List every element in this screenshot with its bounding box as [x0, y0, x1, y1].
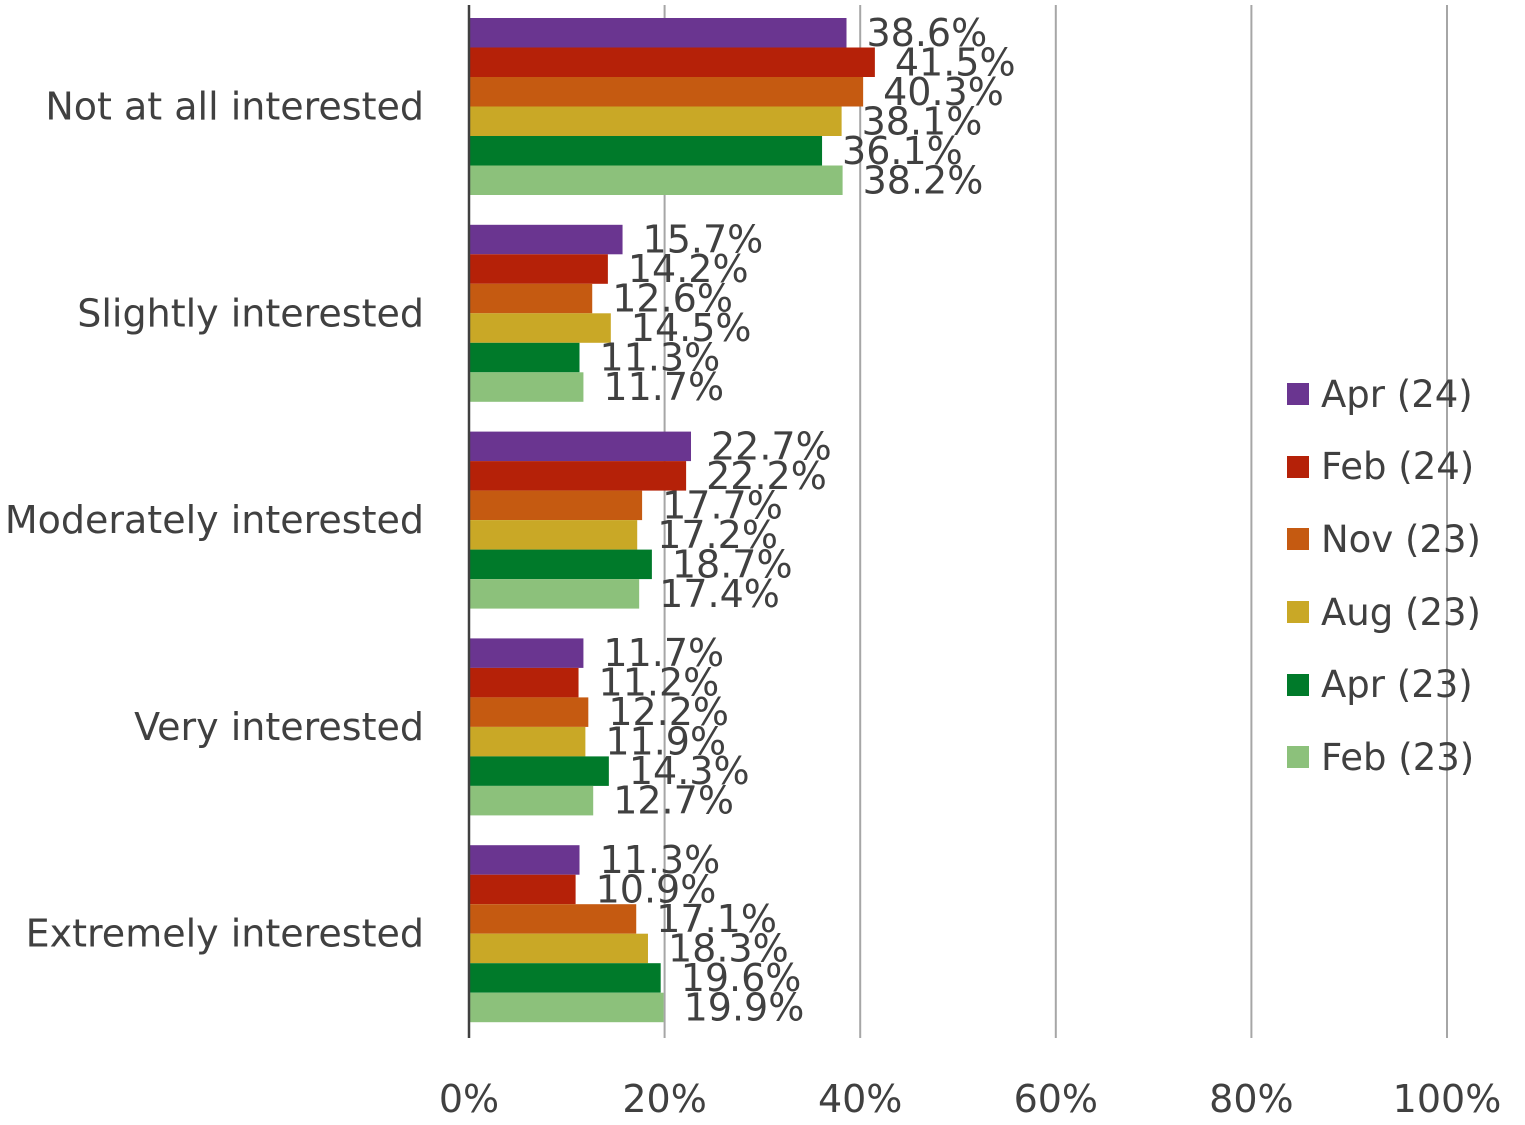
bar	[469, 224, 623, 255]
data-label: 18.7%	[672, 542, 793, 586]
data-label: 14.5%	[631, 306, 752, 350]
legend-item: Nov (23)	[1287, 503, 1517, 576]
x-tick-label: 20%	[622, 1077, 706, 1120]
bar	[469, 490, 643, 521]
bar	[469, 992, 664, 1023]
data-label: 11.7%	[603, 365, 724, 409]
data-label: 14.2%	[628, 247, 749, 291]
bar	[469, 904, 637, 934]
legend-label: Feb (24)	[1321, 445, 1475, 489]
legend-swatch	[1287, 746, 1309, 769]
data-label: 11.7%	[603, 631, 724, 675]
x-tick-label: 80%	[1209, 1077, 1293, 1120]
data-label: 38.2%	[863, 158, 984, 202]
category-label: Slightly interested	[77, 291, 424, 335]
legend-swatch	[1287, 673, 1309, 696]
bar	[469, 313, 611, 343]
legend-item: Feb (23)	[1287, 721, 1517, 794]
data-label: 38.6%	[867, 11, 988, 55]
bar	[469, 283, 593, 314]
data-label: 15.7%	[643, 218, 764, 262]
bar	[469, 667, 579, 698]
category-label: Not at all interested	[45, 85, 424, 129]
data-label: 14.3%	[629, 749, 750, 793]
legend-swatch	[1287, 455, 1309, 478]
category-label: Moderately interested	[5, 498, 424, 542]
data-label: 17.1%	[656, 897, 777, 941]
bar	[469, 136, 823, 166]
bar	[469, 342, 580, 373]
bar	[469, 933, 648, 964]
bar	[469, 874, 576, 905]
bar	[469, 845, 580, 875]
chart-legend: Apr (24) Feb (24) Nov (23) Aug (23) Apr (23)…	[1287, 358, 1517, 794]
data-label: 12.2%	[608, 690, 729, 734]
data-label: 12.7%	[613, 779, 734, 823]
data-label: 17.2%	[657, 513, 778, 557]
bar	[469, 697, 589, 727]
bar	[469, 77, 864, 107]
data-label: 17.7%	[662, 483, 783, 527]
bar	[469, 638, 584, 668]
bar	[469, 47, 875, 77]
bar	[469, 549, 652, 580]
data-label: 17.4%	[659, 572, 780, 616]
bar	[469, 785, 594, 816]
data-label: 19.9%	[684, 985, 805, 1029]
x-tick-label: 0%	[439, 1077, 499, 1120]
data-label: 40.3%	[883, 70, 1004, 114]
bar	[469, 18, 847, 48]
bar	[469, 431, 692, 462]
bar	[469, 963, 661, 993]
legend-label: Aug (23)	[1321, 590, 1481, 634]
data-label: 36.1%	[842, 129, 963, 173]
data-label: 38.1%	[862, 99, 983, 143]
x-tick-label: 40%	[818, 1077, 902, 1120]
category-label: Very interested	[134, 705, 424, 749]
category-label: Extremely interested	[26, 912, 424, 956]
bar	[469, 165, 843, 195]
legend-swatch	[1287, 528, 1309, 551]
legend-item: Aug (23)	[1287, 576, 1517, 649]
data-label: 10.9%	[596, 867, 717, 911]
legend-swatch	[1287, 383, 1309, 406]
x-tick-label: 100%	[1393, 1077, 1502, 1120]
x-tick-label: 60%	[1014, 1077, 1098, 1120]
bar	[469, 579, 640, 609]
bar	[469, 461, 687, 491]
bar	[469, 106, 842, 136]
legend-item: Apr (23)	[1287, 648, 1517, 721]
bar	[469, 756, 609, 786]
data-label: 11.3%	[600, 336, 721, 380]
data-label: 22.2%	[706, 454, 827, 498]
data-label: 11.9%	[605, 720, 726, 764]
legend-swatch	[1287, 601, 1309, 624]
bar	[469, 372, 584, 402]
legend-item: Feb (24)	[1287, 431, 1517, 504]
legend-label: Nov (23)	[1321, 517, 1481, 561]
data-label: 18.3%	[668, 926, 789, 970]
legend-item: Apr (24)	[1287, 358, 1517, 431]
bar	[469, 254, 608, 284]
bar	[469, 520, 638, 550]
data-label: 41.5%	[895, 40, 1016, 84]
data-label: 11.3%	[600, 838, 721, 882]
data-label: 22.7%	[711, 424, 832, 468]
legend-label: Apr (24)	[1321, 372, 1473, 416]
legend-label: Feb (23)	[1321, 735, 1475, 779]
bar	[469, 726, 586, 757]
data-label: 11.2%	[599, 661, 720, 705]
legend-label: Apr (23)	[1321, 663, 1473, 707]
data-label: 19.6%	[681, 956, 802, 1000]
data-label: 12.6%	[612, 277, 733, 321]
